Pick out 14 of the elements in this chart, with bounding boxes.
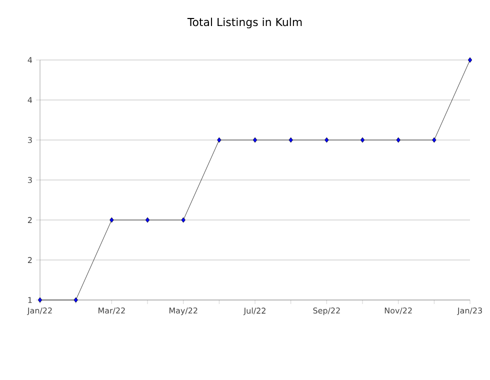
point	[288, 137, 293, 143]
point	[324, 137, 329, 143]
point	[252, 137, 258, 143]
point	[145, 217, 150, 223]
point	[217, 137, 222, 143]
point	[468, 57, 472, 63]
point	[181, 217, 186, 223]
point	[38, 297, 42, 303]
point	[396, 137, 400, 143]
point	[74, 297, 78, 303]
point	[432, 137, 436, 143]
chart-title: Total Listings in Kulm	[187, 18, 302, 28]
point	[360, 137, 365, 143]
point	[110, 217, 114, 223]
